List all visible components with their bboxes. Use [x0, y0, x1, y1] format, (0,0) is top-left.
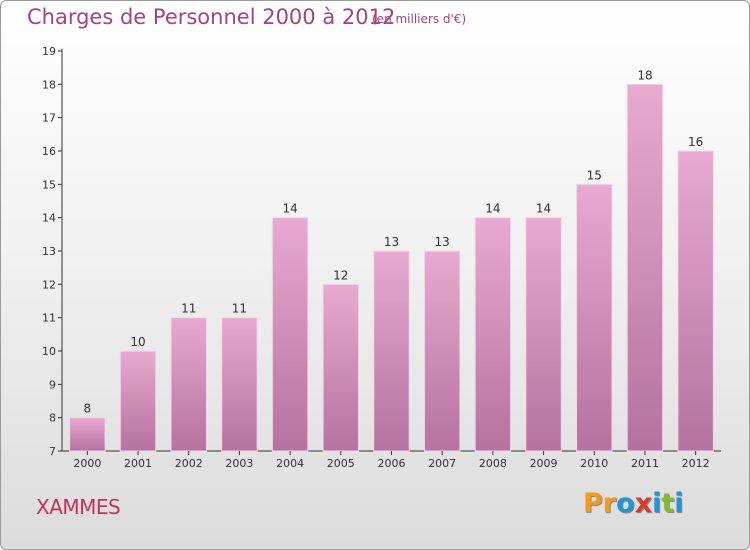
x-tick-label: 2007: [428, 457, 456, 470]
y-tick-label: 14: [42, 212, 56, 225]
data-label: 14: [485, 202, 500, 216]
bar: [626, 83, 664, 452]
bar: [423, 250, 461, 452]
proxiti-logo: Proxiti: [583, 488, 684, 519]
bar: [119, 350, 157, 452]
chart-subtitle: (en milliers d'€): [372, 12, 467, 26]
data-label: 18: [637, 68, 652, 82]
data-label: 15: [587, 168, 602, 182]
y-tick-label: 12: [42, 278, 56, 291]
x-tick-label: 2009: [530, 457, 558, 470]
y-tick-label: 11: [42, 312, 56, 325]
bar: [170, 317, 207, 452]
bar: [525, 217, 562, 452]
x-tick-label: 2006: [378, 457, 406, 470]
x-tick-label: 2010: [580, 457, 608, 470]
y-tick-label: 10: [42, 345, 56, 358]
data-label: 12: [333, 268, 348, 282]
bar: [322, 283, 360, 452]
chart-title: Charges de Personnel 2000 à 2012: [27, 5, 396, 29]
bar: [221, 317, 258, 452]
x-tick-label: 2000: [73, 457, 101, 470]
data-label: 16: [688, 135, 703, 149]
y-tick-label: 17: [42, 112, 56, 125]
y-tick-label: 8: [49, 412, 56, 425]
y-tick-label: 19: [42, 45, 56, 58]
y-tick-label: 7: [49, 445, 56, 458]
x-tick-label: 2004: [276, 457, 304, 470]
bar: [373, 250, 410, 452]
logo-letter: i: [674, 488, 684, 519]
logo-letter: x: [634, 488, 653, 519]
data-label: 14: [536, 202, 551, 216]
logo-letter: o: [616, 488, 635, 519]
y-tick-label: 16: [42, 145, 56, 158]
y-tick-label: 15: [42, 178, 56, 191]
x-tick-label: 2001: [124, 457, 152, 470]
x-tick-label: 2011: [631, 457, 659, 470]
y-tick-label: 9: [49, 378, 56, 391]
x-tick-label: 2008: [479, 457, 507, 470]
bar: [677, 150, 714, 452]
bar: [69, 417, 106, 452]
y-tick-label: 18: [42, 78, 56, 91]
logo-letter: t: [661, 488, 675, 519]
bar: [474, 217, 512, 452]
logo-letter: i: [652, 488, 662, 519]
logo-letter: P: [583, 488, 603, 519]
y-tick-label: 13: [42, 245, 56, 258]
x-tick-label: 2002: [175, 457, 203, 470]
data-label: 14: [282, 202, 297, 216]
data-label: 10: [130, 335, 145, 349]
x-tick-label: 2012: [682, 457, 710, 470]
commune-name: XAMMES: [36, 495, 121, 519]
data-label: 13: [384, 235, 399, 249]
bar: [576, 183, 613, 452]
x-tick-label: 2005: [327, 457, 355, 470]
bar: [271, 217, 309, 452]
x-tick-label: 2003: [225, 457, 253, 470]
logo-letter: r: [602, 488, 617, 519]
data-label: 8: [84, 402, 92, 416]
data-label: 11: [181, 302, 196, 316]
data-label: 13: [435, 235, 450, 249]
data-label: 11: [232, 302, 247, 316]
